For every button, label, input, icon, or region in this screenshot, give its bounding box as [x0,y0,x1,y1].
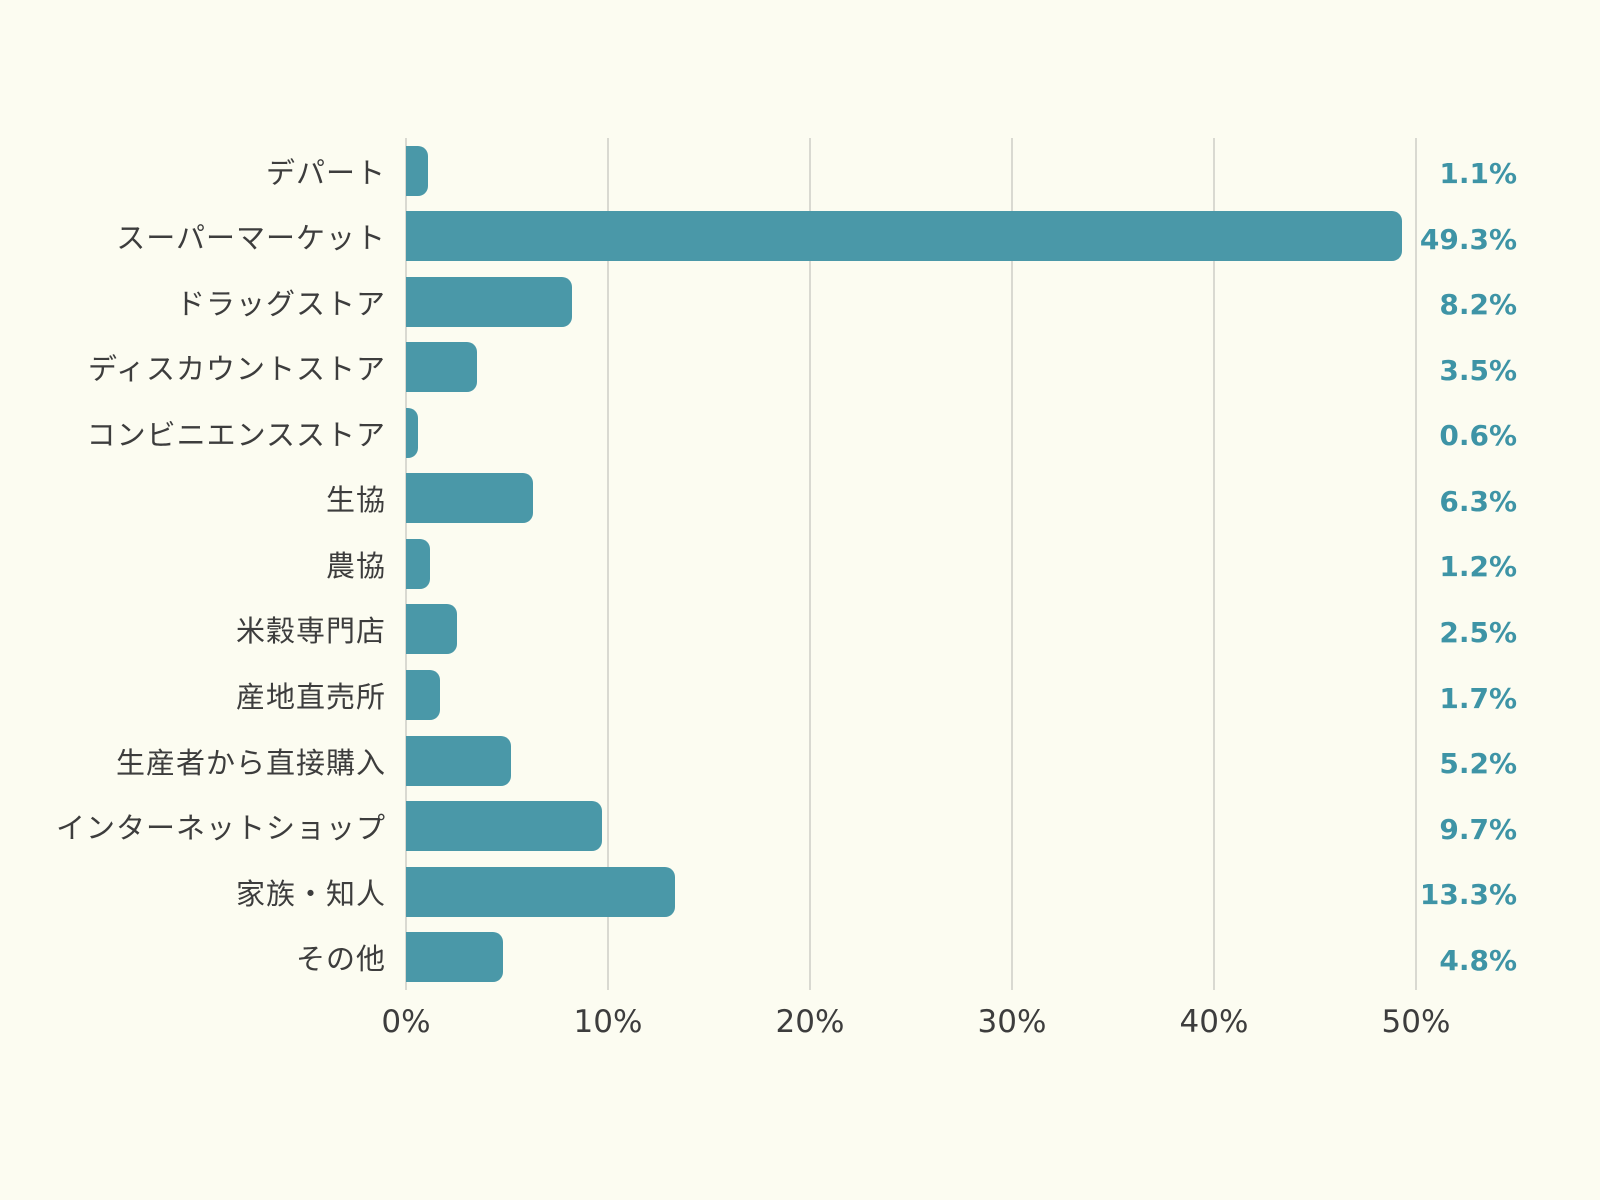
value-label: 2.5% [1439,615,1517,649]
value-label: 13.3% [1419,878,1517,912]
bar-その他 [406,932,503,983]
value-label: 3.5% [1439,353,1517,387]
category-axis: デパートスーパーマーケットドラッグストアディスカウントストア コンビニエンスストア… [40,138,386,990]
bar-生協 [406,473,534,524]
x-tick-label: 30% [977,1004,1047,1040]
value-label: 6.3% [1439,484,1517,518]
category-label: 生協 [325,483,386,518]
bar-インターネットショップ [406,801,602,852]
bar-スーパーマーケット [406,211,1402,262]
bar-row [406,728,1416,794]
bar-デパート [406,145,429,196]
category-label: インターネットショップ [55,811,386,846]
bar-row [406,466,1416,532]
value-label: 0.6% [1439,419,1517,453]
bar-生産者から直接購入 [406,735,512,786]
gridline-50% [1415,138,1417,990]
bar-row [406,335,1416,401]
bar-米穀専門店 [406,604,457,655]
value-label: 8.2% [1439,288,1517,322]
value-label: 4.8% [1439,943,1517,977]
gridline-10% [607,138,609,990]
bar-row [406,662,1416,728]
value-label: 1.2% [1439,550,1517,584]
category-label: 農協 [325,548,386,583]
gridline-30% [1011,138,1013,990]
value-label: 1.7% [1439,681,1517,715]
plot-area [405,138,1417,990]
x-tick-label: 50% [1381,1004,1451,1040]
bar-コンビニエンスストア [406,407,419,458]
category-label: スーパーマーケット [116,221,386,256]
category-label: 生産者から直接購入 [115,745,386,780]
bar-series [406,138,1416,990]
x-tick-label: 10% [573,1004,643,1040]
bar-row [406,531,1416,597]
x-axis: 0% 10% 20% 30% 40% 50% [381,1004,1450,1054]
bar-row [406,793,1416,859]
category-label: その他 [295,942,386,977]
category-label: 産地直売所 [235,680,386,715]
value-label: 5.2% [1439,747,1517,781]
bar-row [406,924,1416,990]
value-label: 49.3% [1419,222,1517,256]
bar-家族・知人 [406,866,675,917]
gridline-20% [809,138,811,990]
bar-row [406,859,1416,925]
bar-row [406,269,1416,335]
bar-ディスカウントストア [406,342,477,393]
value-label: 1.1% [1439,157,1517,191]
category-label: 米穀専門店 [235,614,386,649]
bar-row [406,204,1416,270]
category-label: ドラッグストア [175,286,386,321]
category-label: ディスカウントストア [88,352,386,387]
bar-ドラッグストア [406,276,572,327]
bar-row [406,597,1416,663]
category-label: 家族・知人 [235,876,386,911]
bar-row [406,400,1416,466]
x-tick-label: 0% [381,1004,431,1040]
category-label: デパート [265,155,386,190]
gridline-40% [1213,138,1215,990]
x-tick-label: 20% [775,1004,845,1040]
bar-産地直売所 [406,670,441,721]
value-label: 9.7% [1439,812,1517,846]
category-label: コンビニエンスストア [86,417,386,452]
x-tick-label: 40% [1179,1004,1249,1040]
value-labels: 1.1% 49.3% 8.2% 3.5% 0.6% 6.3% 1.2% 2.5% 1.7% 5.2… [1400,138,1517,990]
bar-row [406,138,1416,204]
bar-農協 [406,538,431,589]
